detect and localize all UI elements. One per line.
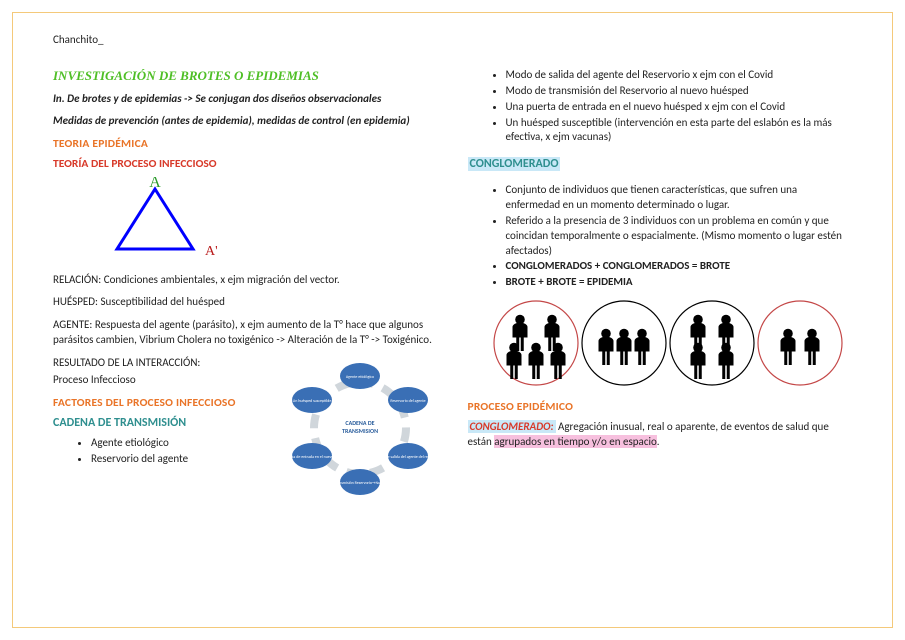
conglomerado-list: Conjunto de individuos que tienen caract… <box>468 183 853 290</box>
svg-text:Reservorio del agente: Reservorio del agente <box>390 399 425 404</box>
cadena-cycle-diagram: CADENA DE TRANSMISION Agente etiológico … <box>283 356 438 501</box>
resultado-l2: Proceso Infeccioso <box>53 373 275 388</box>
huesped-text: HUÉSPED: Susceptibilidad del huésped <box>53 295 438 310</box>
subtitle-1: In. De brotes y de epidemias -> Se conju… <box>53 92 438 106</box>
heading-factores: FACTORES DEL PROCESO INFECCIOSO <box>53 396 275 410</box>
heading-teoria: TEORIA EPIDÉMICA <box>53 137 438 151</box>
list-item: Modo de salida del agente del Reservorio… <box>506 68 853 83</box>
interaction-block: RESULTADO DE LA INTERACCIÓN: Proceso Inf… <box>53 356 438 501</box>
list-item: Una puerta de entrada en el nuevo huéspe… <box>506 100 853 115</box>
list-item: Modo de transmisión del Reservorio al nu… <box>506 84 853 99</box>
right-column: Modo de salida del agente del Reservorio… <box>468 68 853 501</box>
heading-proceso-epidemico: PROCESO EPIDÉMICO <box>468 400 853 414</box>
list-item: Agente etiológico <box>91 436 275 451</box>
heading-proceso-infeccioso: TEORÍA DEL PROCESO INFECCIOSO <box>53 157 438 171</box>
heading-cadena: CADENA DE TRANSMISIÓN <box>53 416 275 430</box>
resultado-l1: RESULTADO DE LA INTERACCIÓN: <box>53 356 275 371</box>
svg-text:TRANSMISION: TRANSMISION <box>341 427 377 435</box>
svg-text:Vía o puerta de entrada en el: Vía o puerta de entrada en el nuevo hués… <box>283 455 348 460</box>
heading-conglomerado: CONGLOMERADO <box>468 157 561 171</box>
page-header: Chanchito_ <box>53 33 852 46</box>
svg-text:A': A' <box>205 244 218 259</box>
left-column: INVESTIGACIÓN DE BROTES O EPIDEMIAS In. … <box>53 68 438 501</box>
list-item: Un huésped susceptible (intervención en … <box>506 116 853 146</box>
list-item: Referido a la presencia de 3 individuos … <box>506 214 853 259</box>
svg-text:Modo de transmisión Reservorio: Modo de transmisión Reservorio→Nuevo hué… <box>319 481 401 486</box>
svg-text:Agente etiológico: Agente etiológico <box>345 375 373 380</box>
agente-text: AGENTE: Respuesta del agente (parásito),… <box>53 318 438 348</box>
relacion-text: RELACIÓN: Condiciones ambientales, x ejm… <box>53 273 438 288</box>
list-item: BROTE + BROTE = EPIDEMIA <box>506 275 853 290</box>
list-item: Conjunto de individuos que tienen caract… <box>506 183 853 213</box>
cadena-list: Agente etiológico Reservorio del agente <box>53 436 275 467</box>
subtitle-2: Medidas de prevención (antes de epidemia… <box>53 114 438 128</box>
conglomerado-definition: CONGLOMERADO: Agregación inusual, real o… <box>468 420 853 450</box>
title: INVESTIGACIÓN DE BROTES O EPIDEMIAS <box>53 68 438 84</box>
people-groups-diagram <box>488 296 853 394</box>
page: Chanchito_ INVESTIGACIÓN DE BROTES O EPI… <box>12 12 893 628</box>
top-list: Modo de salida del agente del Reservorio… <box>468 68 853 145</box>
svg-text:CADENA DE: CADENA DE <box>345 419 374 427</box>
definition-term: CONGLOMERADO: <box>468 420 556 433</box>
triangle-diagram: A A' <box>53 177 438 265</box>
list-item: CONGLOMERADOS + CONGLOMERADOS = BROTE <box>506 259 853 274</box>
svg-text:A: A <box>149 177 161 191</box>
svg-text:Un huésped susceptible: Un huésped susceptible <box>292 399 331 404</box>
content-columns: INVESTIGACIÓN DE BROTES O EPIDEMIAS In. … <box>53 68 852 501</box>
list-item: Reservorio del agente <box>91 452 275 467</box>
svg-text:Modo de salida del agente del: Modo de salida del agente del reservorio <box>374 455 437 460</box>
